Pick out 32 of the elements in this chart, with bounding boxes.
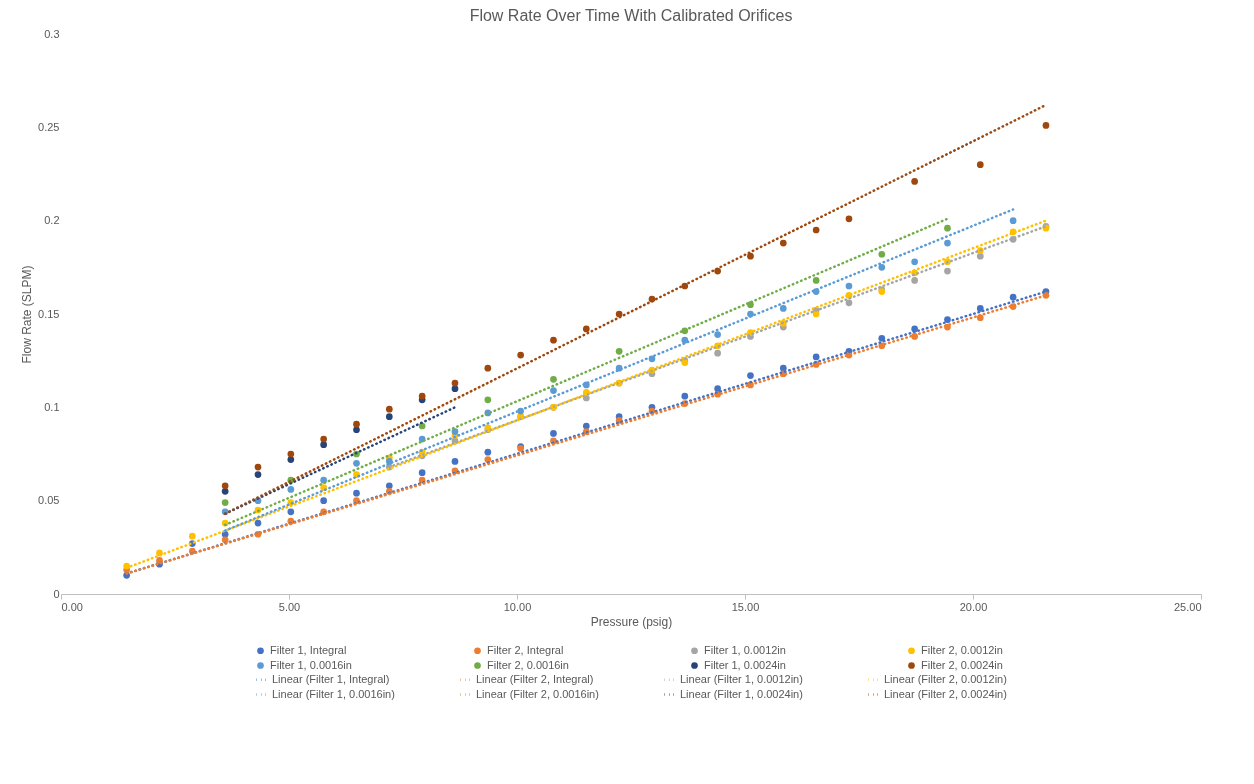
legend-label: Linear (Filter 1, 0.0024in) bbox=[680, 687, 803, 700]
x-tick-label: 15.00 bbox=[731, 600, 760, 613]
y-tick-label: 0.3 bbox=[44, 27, 60, 40]
legend-label: Linear (Filter 1, 0.0012in) bbox=[680, 672, 803, 685]
y-tick-label: 0.2 bbox=[44, 214, 60, 227]
legend-label: Linear (Filter 1, 0.0016in) bbox=[272, 687, 395, 700]
chart-title: Flow Rate Over Time With Calibrated Orifices bbox=[469, 7, 793, 24]
legend-label: Filter 1, 0.0024in bbox=[704, 658, 786, 671]
legend-label: Linear (Filter 2, 0.0016in) bbox=[476, 687, 599, 700]
legend-label: Linear (Filter 2, Integral) bbox=[476, 672, 594, 685]
y-tick-label: 0.1 bbox=[44, 400, 60, 413]
legend-label: Filter 2, 0.0016in bbox=[487, 658, 569, 671]
y-tick-label: 0.25 bbox=[38, 120, 60, 133]
x-axis-title: Pressure (psig) bbox=[590, 614, 673, 629]
x-tick-label: 0.00 bbox=[61, 600, 83, 613]
legend-label: Filter 1, 0.0016in bbox=[270, 658, 352, 671]
x-tick-label: 20.00 bbox=[959, 600, 988, 613]
legend-label: Filter 2, 0.0012in bbox=[921, 643, 1003, 656]
legend-label: Filter 2, 0.0024in bbox=[921, 658, 1003, 671]
x-tick-label: 10.00 bbox=[503, 600, 532, 613]
x-tick-label: 25.00 bbox=[1173, 600, 1202, 613]
legend-label: Filter 1, Integral bbox=[270, 643, 347, 656]
legend-label: Linear (Filter 2, 0.0024in) bbox=[884, 687, 1007, 700]
y-tick-label: 0.05 bbox=[38, 494, 60, 507]
legend-label: Linear (Filter 2, 0.0012in) bbox=[884, 672, 1007, 685]
y-tick-label: 0 bbox=[53, 587, 60, 600]
x-tick-label: 5.00 bbox=[278, 600, 301, 613]
y-axis-title: Flow Rate (SLPM) bbox=[20, 265, 35, 364]
legend-label: Filter 1, 0.0012in bbox=[704, 643, 786, 656]
y-tick-label: 0.15 bbox=[38, 307, 60, 320]
legend-label: Linear (Filter 1, Integral) bbox=[272, 672, 390, 685]
legend-label: Filter 2, Integral bbox=[487, 643, 564, 656]
